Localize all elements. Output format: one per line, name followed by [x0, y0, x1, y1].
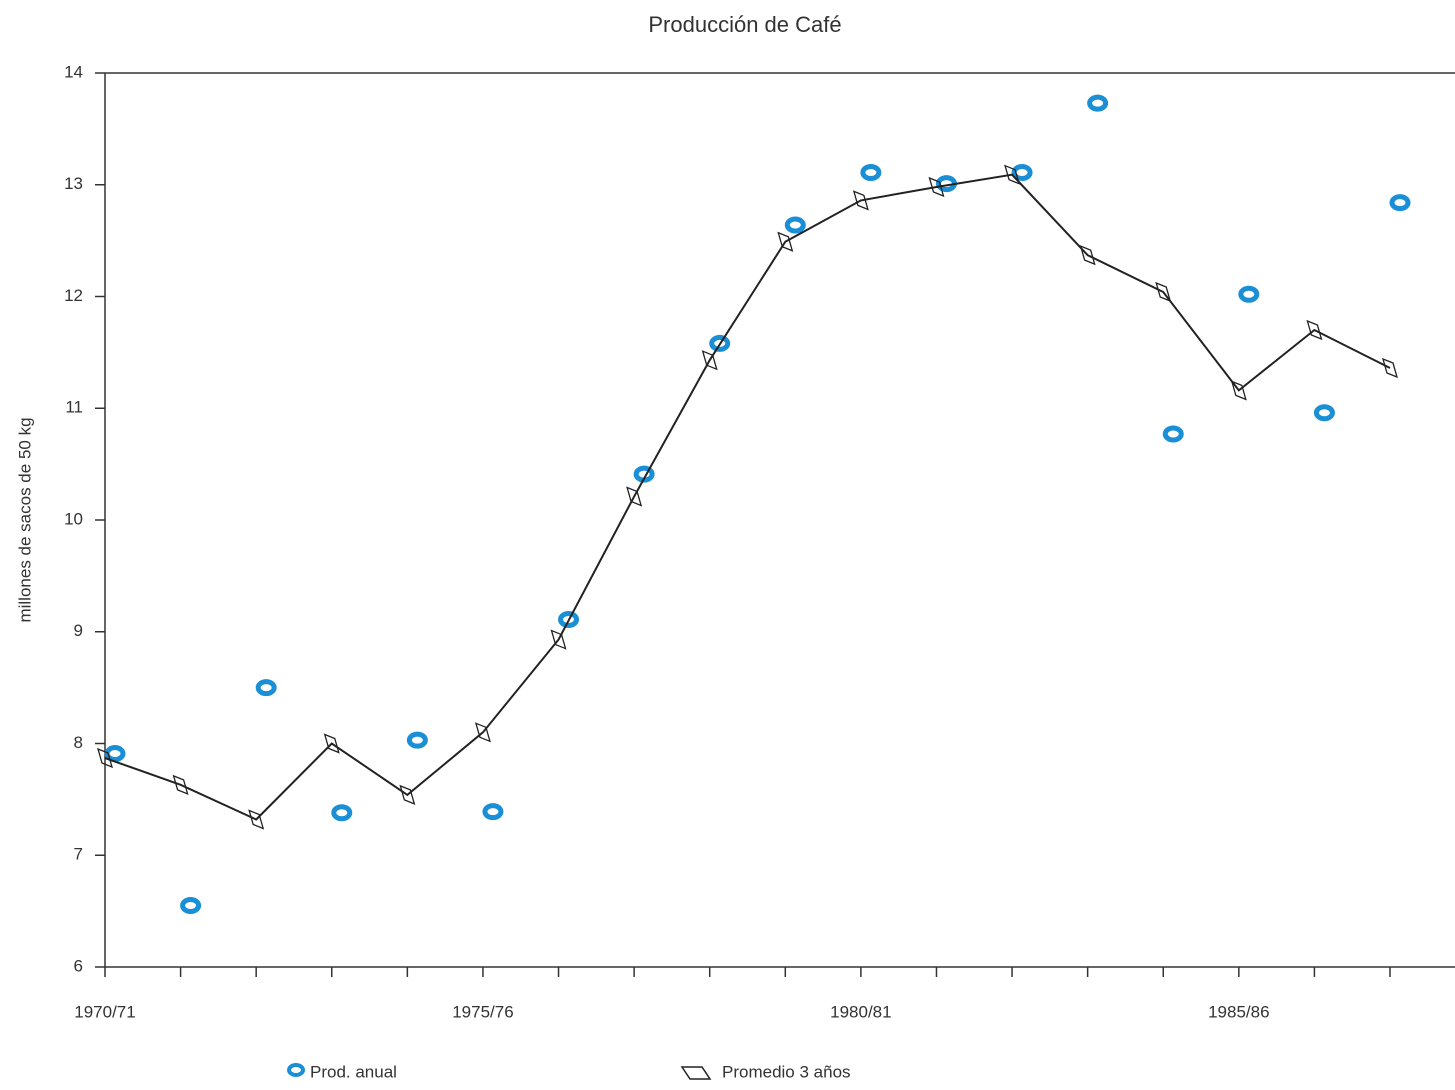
average-marker [399, 784, 416, 806]
annual-point [1087, 94, 1109, 112]
average-marker [1382, 357, 1398, 379]
x-tick-label: 1985/86 [1208, 1002, 1269, 1021]
average-marker [1230, 380, 1247, 401]
annual-point [482, 803, 504, 821]
y-tick-label: 6 [74, 956, 83, 975]
annual-point [406, 731, 428, 749]
y-tick-label: 11 [65, 398, 83, 417]
y-tick-label: 10 [64, 509, 83, 528]
annual-point [860, 163, 882, 181]
annual-point [180, 897, 202, 915]
x-tick-label: 1970/71 [74, 1002, 135, 1021]
legend-marker [287, 1063, 305, 1077]
annual-point [709, 334, 731, 352]
annual-point [255, 679, 277, 697]
average-marker [1155, 281, 1172, 303]
average-marker [626, 486, 643, 507]
average-marker [97, 747, 113, 769]
average-marker [248, 809, 265, 830]
y-tick-label: 7 [74, 845, 83, 864]
average-marker [777, 231, 794, 252]
legend-marker [680, 1066, 712, 1080]
average-marker [928, 176, 945, 198]
annual-point [1313, 404, 1335, 422]
annual-point [331, 804, 353, 822]
legend-label: Promedio 3 años [722, 1062, 851, 1081]
average-marker [474, 722, 491, 743]
y-tick-label: 14 [64, 62, 83, 81]
legend-label: Prod. anual [310, 1062, 397, 1081]
average-marker [1306, 319, 1323, 341]
y-tick-label: 8 [74, 733, 83, 752]
y-tick-label: 9 [74, 621, 83, 640]
average-marker [550, 629, 567, 650]
y-axis-label: millones de sacos de 50 kg [15, 417, 34, 622]
average-marker [1079, 245, 1096, 266]
y-tick-label: 12 [64, 286, 83, 305]
average-marker [172, 774, 189, 795]
average-marker [852, 190, 869, 211]
average-marker [701, 350, 718, 371]
average-marker [323, 733, 340, 754]
annual-point [1162, 425, 1184, 443]
average-line [104, 173, 1391, 821]
chart-title: Producción de Café [648, 12, 841, 37]
annual-point [1238, 285, 1260, 303]
y-tick-label: 13 [64, 174, 83, 193]
annual-point [104, 745, 126, 763]
annual-point [784, 216, 806, 234]
x-tick-label: 1975/76 [452, 1002, 513, 1021]
average-marker [1004, 164, 1021, 185]
annual-point [1389, 194, 1411, 212]
annual-point [558, 610, 580, 628]
x-tick-label: 1980/81 [830, 1002, 891, 1021]
annual-point [1011, 163, 1033, 181]
